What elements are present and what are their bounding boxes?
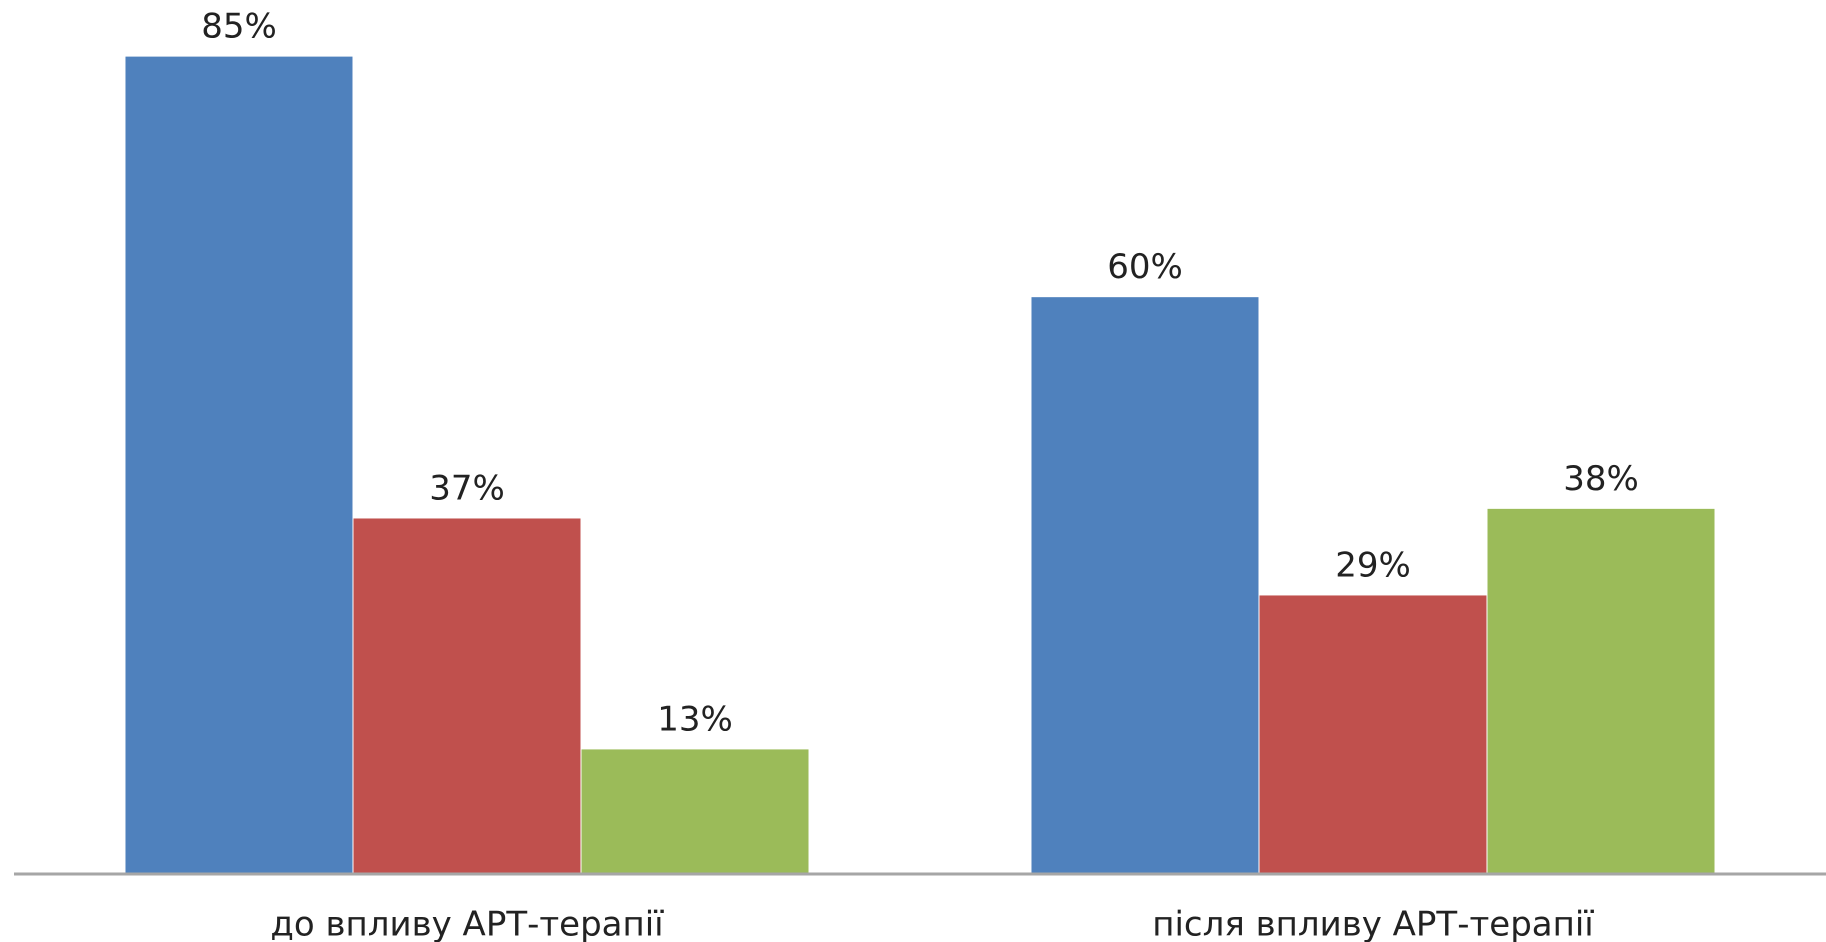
bar (352, 517, 582, 875)
data-label: 60% (1107, 247, 1183, 287)
x-tick-label: після впливу АРТ-терапії (1152, 905, 1594, 942)
data-label: 38% (1563, 459, 1639, 499)
bar (1258, 594, 1488, 875)
bar (1030, 296, 1260, 875)
bar (124, 55, 354, 875)
bar (1486, 507, 1716, 875)
bar (580, 748, 810, 875)
data-label: 85% (201, 7, 277, 47)
x-tick-label: до впливу АРТ-терапії (270, 905, 664, 942)
data-label: 13% (657, 699, 733, 739)
data-label: 37% (429, 468, 505, 508)
data-label: 29% (1335, 545, 1411, 585)
